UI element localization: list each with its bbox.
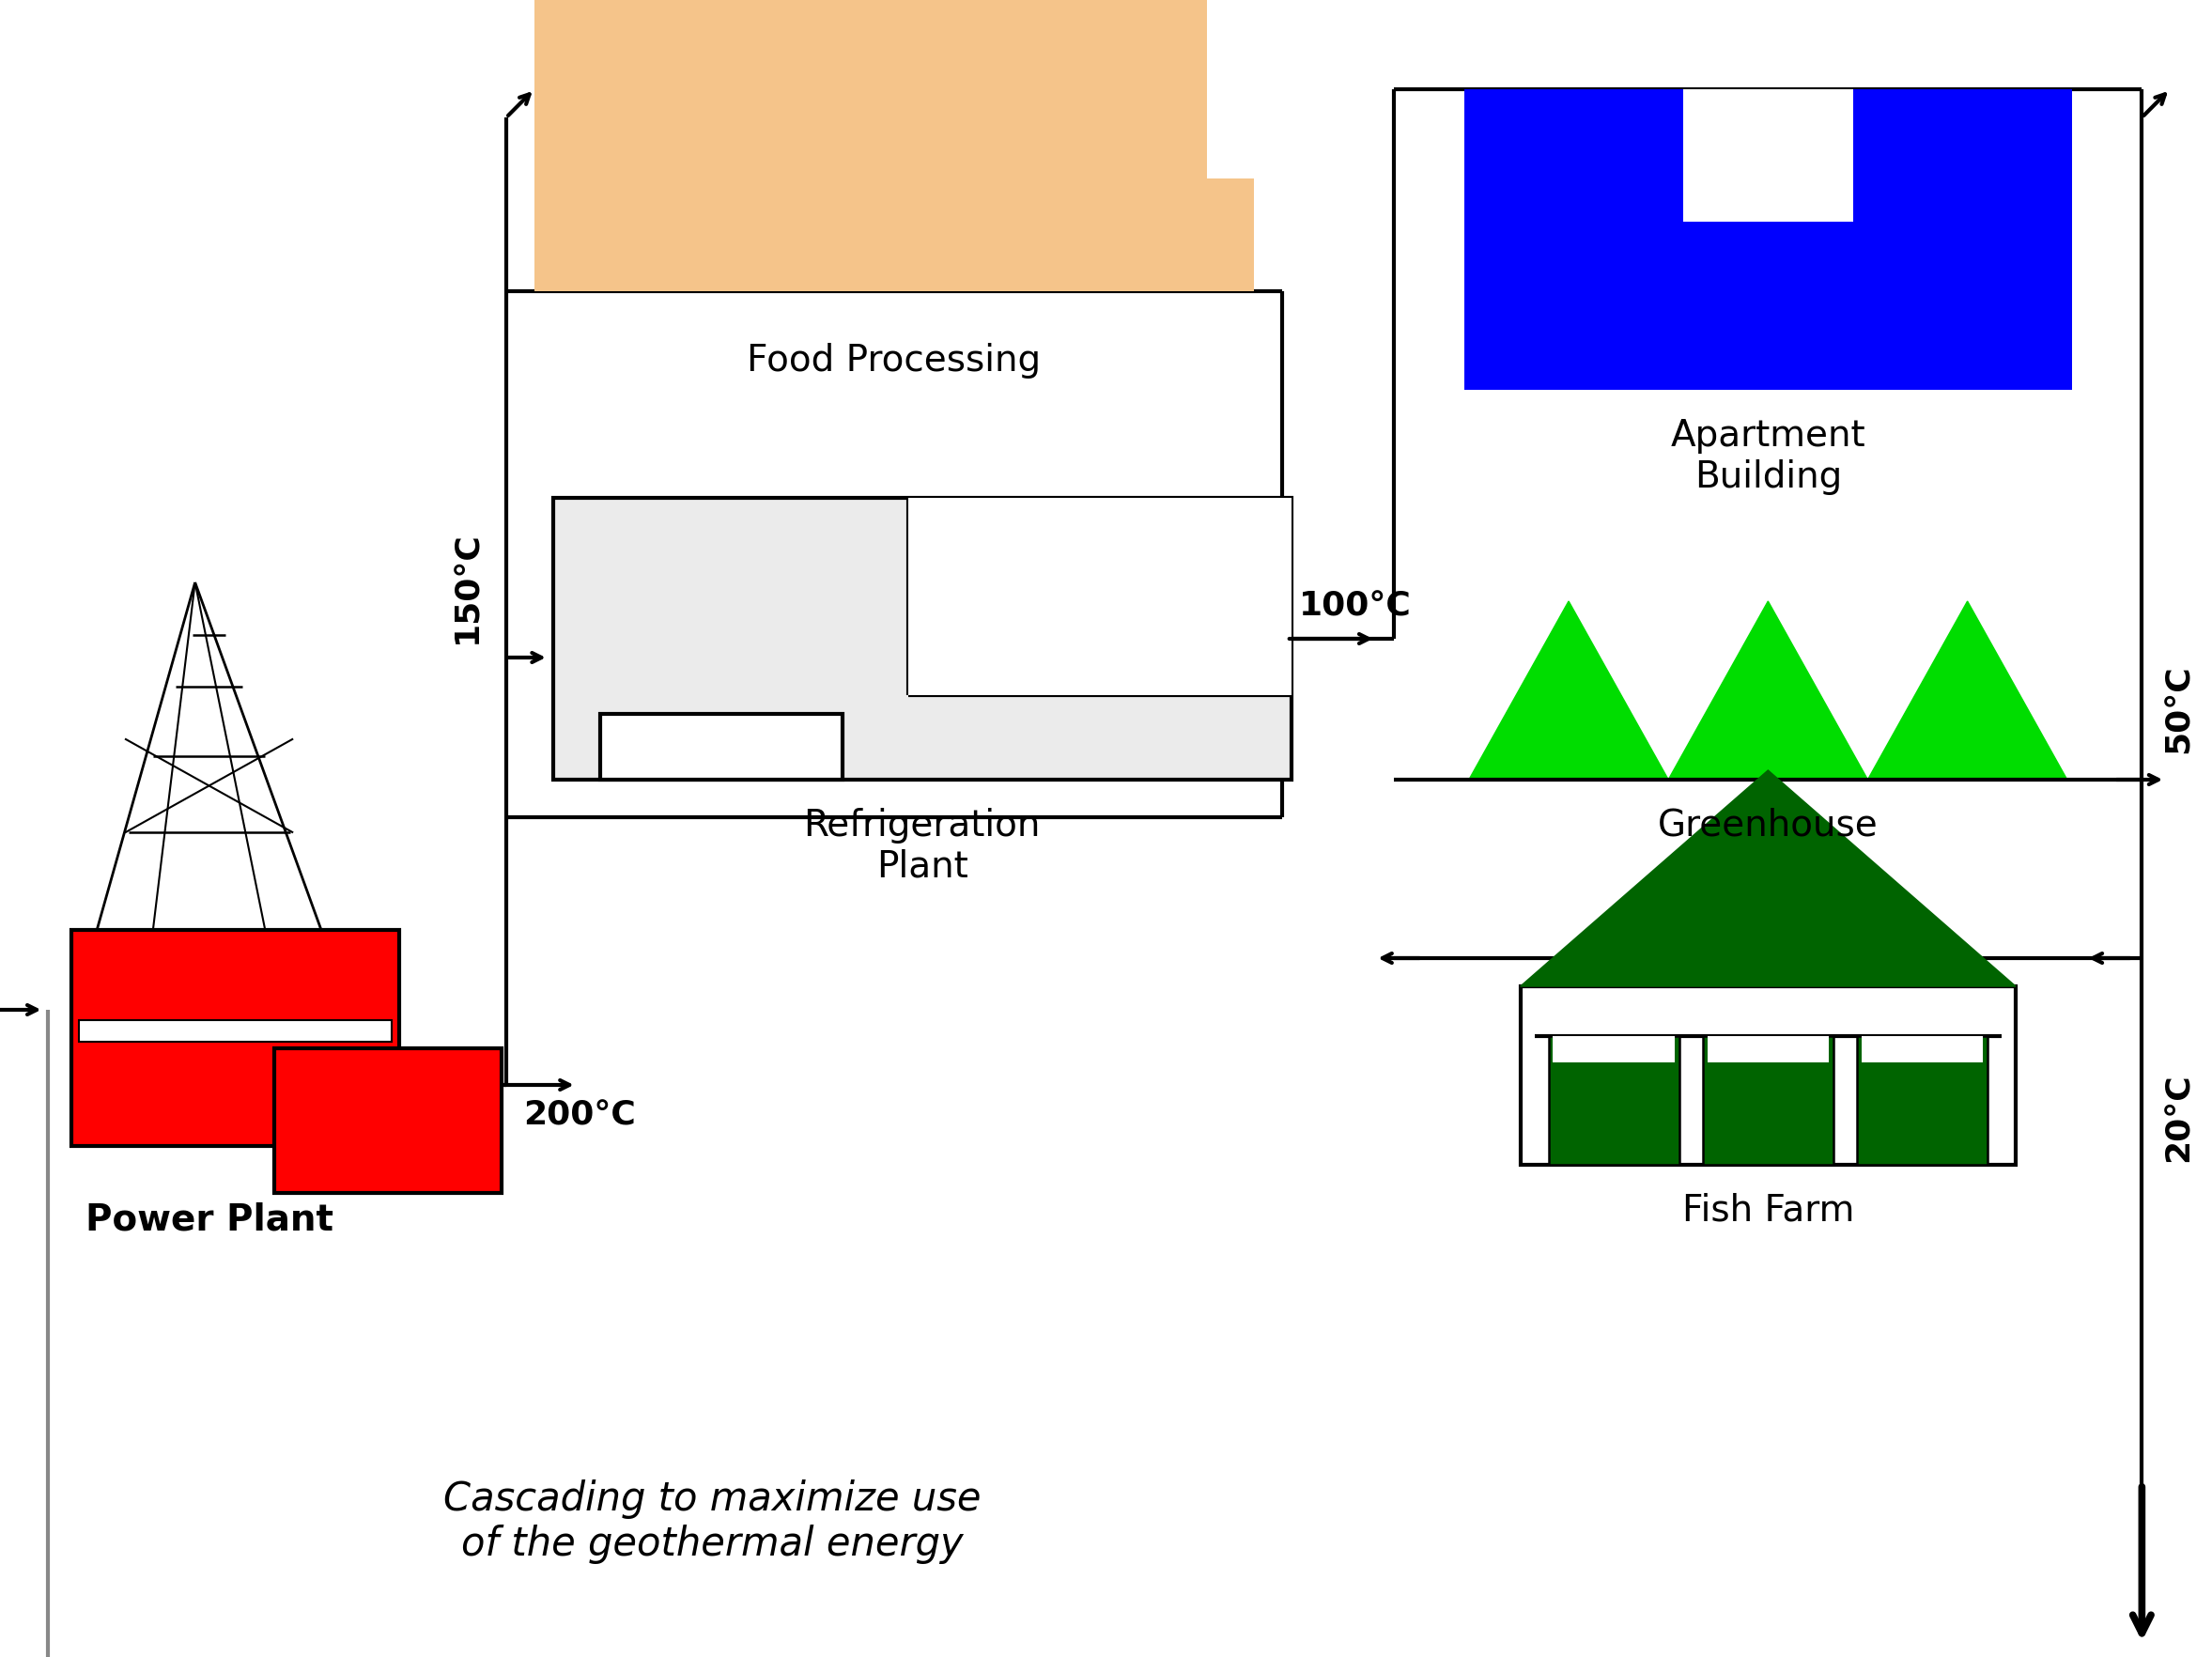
Bar	[80, 1021, 392, 1042]
Bar	[1863, 1036, 1982, 1062]
Text: Apartment
Building: Apartment Building	[1670, 418, 1865, 495]
Text: Refrigeration
Plant: Refrigeration Plant	[803, 809, 1040, 885]
Bar	[274, 1049, 502, 1193]
Text: Cascading to maximize use
of the geothermal energy: Cascading to maximize use of the geother…	[442, 1480, 980, 1564]
Bar	[1520, 986, 2015, 1165]
Text: 100°C: 100°C	[1298, 590, 1411, 621]
Text: Greenhouse: Greenhouse	[1657, 809, 1878, 843]
Bar	[71, 930, 398, 1147]
Bar	[599, 714, 843, 780]
Text: Fish Farm: Fish Farm	[1681, 1193, 1854, 1228]
Bar	[1553, 1036, 1674, 1062]
Bar	[553, 497, 1292, 780]
Text: 20°C: 20°C	[2163, 1074, 2194, 1162]
Text: 150°C: 150°C	[451, 530, 482, 643]
Bar	[1708, 1036, 1829, 1062]
Bar	[1683, 89, 1854, 222]
Text: Power Plant: Power Plant	[84, 1203, 334, 1238]
Bar	[1703, 1036, 1834, 1165]
Polygon shape	[1469, 601, 2068, 780]
Text: 200°C: 200°C	[522, 1099, 635, 1132]
Bar	[1548, 1036, 1679, 1165]
Bar	[1464, 89, 2073, 389]
Text: 50°C: 50°C	[2163, 664, 2194, 754]
Text: Food Processing: Food Processing	[748, 343, 1042, 378]
Polygon shape	[1520, 771, 2015, 986]
Bar	[909, 497, 1292, 696]
Bar	[535, 0, 1208, 179]
Bar	[1856, 1036, 1989, 1165]
Bar	[535, 179, 1254, 292]
